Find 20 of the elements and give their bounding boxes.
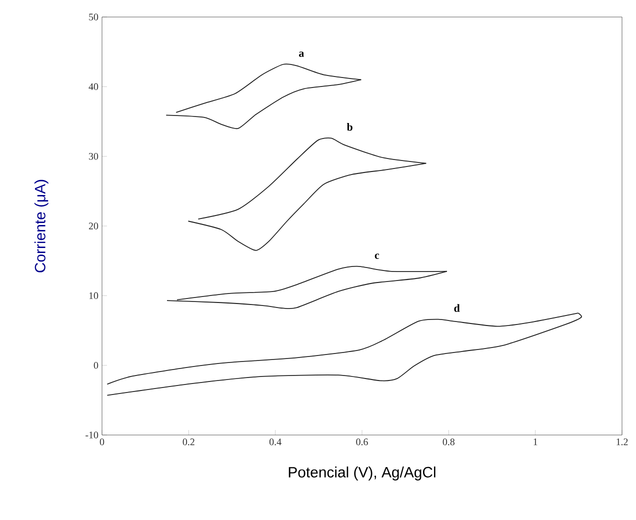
y-tick-label: 20 <box>88 222 98 230</box>
y-tick-label: 50 <box>89 14 98 20</box>
x-tick-label: 0.2 <box>182 438 194 446</box>
y-tick-label: -10 <box>86 432 98 438</box>
x-tick-label: 1 <box>534 438 538 446</box>
x-axis-title: Potencial (V), Ag/AgCl <box>288 466 436 480</box>
x-tick-label: 1.2 <box>616 438 628 446</box>
y-tick-label: 30 <box>89 152 98 160</box>
series-label: b <box>346 123 352 131</box>
y-axis-title: Corriente (μA) <box>34 180 48 272</box>
x-tick-label: 0 <box>100 438 104 446</box>
series-label: d <box>454 304 460 312</box>
series-label: a <box>299 52 304 57</box>
x-tick-label: 0.6 <box>356 438 368 446</box>
y-tick-label: 40 <box>88 83 98 90</box>
series-label: c <box>374 254 380 259</box>
y-tick-label: 10 <box>89 292 98 300</box>
x-tick-label: 0.8 <box>442 438 455 446</box>
y-tick-label: 0 <box>94 362 98 369</box>
x-tick-label: 0.4 <box>269 438 282 446</box>
